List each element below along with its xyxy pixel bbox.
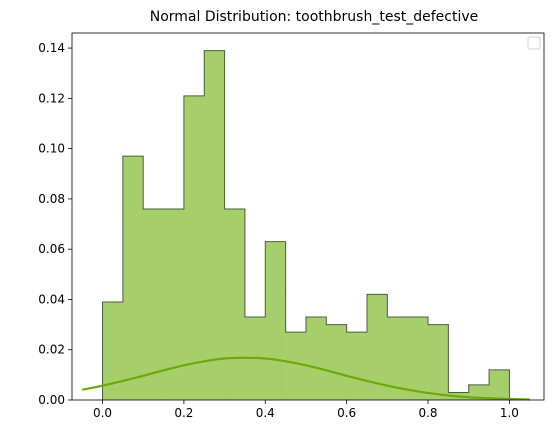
histogram-bar bbox=[285, 332, 307, 400]
y-tick-label: 0.08 bbox=[38, 192, 65, 206]
histogram-bar bbox=[326, 324, 347, 400]
x-tick-label: 0.0 bbox=[93, 406, 112, 420]
histogram-bar bbox=[407, 317, 429, 400]
histogram-bar bbox=[346, 332, 368, 400]
y-tick-label: 0.12 bbox=[38, 91, 65, 105]
histogram-bar bbox=[143, 208, 164, 400]
histogram-bar bbox=[265, 241, 286, 400]
histogram-bar bbox=[224, 208, 246, 400]
histogram-bar bbox=[122, 156, 144, 400]
histogram-bar bbox=[468, 384, 490, 400]
x-tick-label: 0.8 bbox=[418, 406, 437, 420]
x-tick-label: 0.6 bbox=[337, 406, 356, 420]
x-tick-label: 0.4 bbox=[256, 406, 275, 420]
y-tick-label: 0.14 bbox=[38, 41, 65, 55]
normal-pdf-curve bbox=[81, 356, 530, 401]
legend-box bbox=[527, 36, 541, 50]
y-axis: 0.00 0.02 0.04 0.06 0.08 0.10 0.12 0.14 bbox=[38, 41, 72, 407]
histogram-bars bbox=[102, 50, 510, 401]
x-axis: 0.0 0.2 0.4 0.6 0.8 1.0 bbox=[93, 400, 519, 420]
chart-title: Normal Distribution: toothbrush_test_def… bbox=[150, 9, 479, 25]
histogram-bar bbox=[183, 95, 205, 400]
y-tick-label: 0.04 bbox=[38, 292, 65, 306]
x-tick-label: 0.2 bbox=[174, 406, 193, 420]
y-tick-label: 0.06 bbox=[38, 242, 65, 256]
histogram-bar bbox=[204, 50, 225, 401]
histogram-bar bbox=[489, 369, 510, 400]
histogram-bar bbox=[367, 294, 388, 400]
x-tick-label: 1.0 bbox=[500, 406, 519, 420]
histogram-bar bbox=[102, 301, 124, 400]
histogram-bar bbox=[428, 324, 449, 400]
y-tick-label: 0.10 bbox=[38, 142, 65, 156]
y-tick-label: 0.02 bbox=[38, 343, 65, 357]
histogram-bar bbox=[387, 317, 408, 400]
histogram-outline bbox=[102, 50, 510, 400]
histogram-bar bbox=[305, 317, 327, 400]
y-tick-label: 0.00 bbox=[38, 393, 65, 407]
histogram-bar bbox=[163, 208, 185, 400]
plot-frame bbox=[71, 32, 545, 401]
